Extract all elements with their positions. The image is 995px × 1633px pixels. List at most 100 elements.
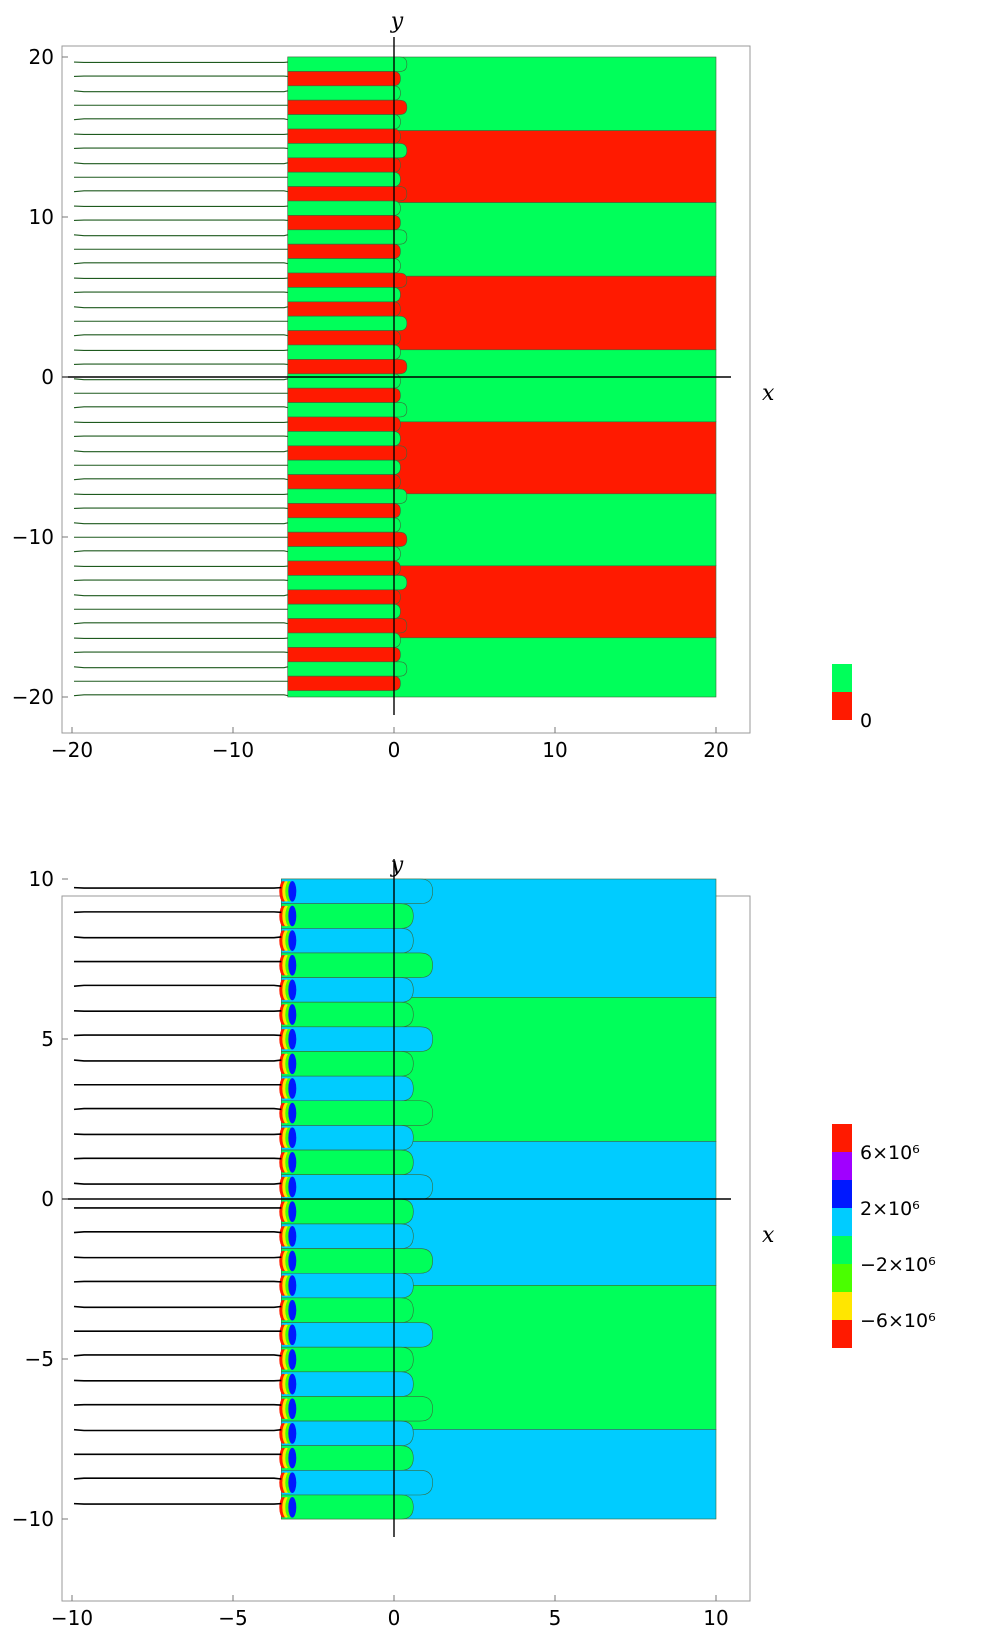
- y-tick-label: 0: [41, 365, 54, 389]
- legend-swatch: [832, 1152, 852, 1180]
- contour-finger: [287, 171, 401, 187]
- axes: [62, 37, 731, 715]
- ticks: −20 −10 0 10 20 −20 −10 0 10 20: [12, 45, 729, 762]
- contour-finger: [287, 387, 401, 403]
- y-tick-label: 10: [29, 867, 54, 891]
- contour-cap: [288, 1152, 297, 1173]
- contour-finger: [281, 952, 433, 978]
- left-contour-lines: [73, 886, 282, 1505]
- contour-finger: [287, 675, 401, 691]
- contour-finger: [281, 1396, 433, 1422]
- contour-line: [73, 1428, 282, 1432]
- x-tick-label: 0: [388, 1606, 401, 1630]
- contour-line: [73, 190, 288, 193]
- contour-finger: [287, 402, 408, 418]
- contour-finger: [287, 243, 401, 259]
- x-tick-label: −10: [51, 1606, 93, 1630]
- legend-label: 6×10⁶: [860, 1142, 920, 1164]
- contour-cap: [288, 1127, 297, 1149]
- contour-finger: [281, 1494, 414, 1520]
- legend-swatch: [832, 664, 852, 692]
- contour-cap: [288, 1496, 297, 1518]
- y-tick-label: 0: [41, 1187, 54, 1211]
- contour-line: [73, 334, 288, 337]
- contour-fingers-layer: [287, 56, 408, 691]
- contour-line: [73, 666, 288, 669]
- contour-line: [73, 262, 288, 265]
- contour-finger: [287, 301, 401, 317]
- contour-line: [73, 694, 288, 697]
- contour-finger: [287, 488, 408, 504]
- contour-finger: [281, 1248, 433, 1274]
- contour-finger: [281, 1174, 433, 1200]
- contour-line: [73, 622, 288, 625]
- contour-finger: [287, 575, 408, 591]
- contour-finger: [287, 344, 401, 360]
- contour-finger: [287, 143, 408, 159]
- legend-swatch: [832, 1208, 852, 1236]
- legend-label: 2×10⁶: [860, 1198, 920, 1220]
- contour-finger: [287, 330, 401, 346]
- contour-finger: [287, 517, 401, 533]
- contour-finger: [287, 200, 401, 216]
- contour-finger: [287, 56, 408, 72]
- legend-swatch: [832, 692, 852, 720]
- y-tick-label: −10: [12, 1507, 54, 1531]
- x-tick-label: 0: [388, 738, 401, 762]
- y-tick-label: 10: [29, 205, 54, 229]
- contour-finger: [281, 878, 433, 904]
- y-axis-label: y: [390, 853, 404, 878]
- x-tick-label: 5: [549, 1606, 562, 1630]
- legend-label: −2×10⁶: [860, 1254, 936, 1276]
- contour-cap: [288, 930, 297, 951]
- contour-finger: [287, 661, 408, 677]
- contour-finger: [281, 1026, 433, 1052]
- contour-finger: [287, 359, 408, 375]
- legend: 6×10⁶ 2×10⁶ −2×10⁶ −6×10⁶: [832, 1124, 936, 1348]
- contour-cap: [288, 1299, 297, 1321]
- contour-line: [73, 1305, 282, 1309]
- contour-cap: [288, 1398, 297, 1420]
- contour-line: [73, 406, 288, 409]
- x-tick-label: 10: [703, 1606, 728, 1630]
- contour-line: [73, 1477, 282, 1480]
- contour-line: [73, 1059, 282, 1062]
- contour-fingers-layer: [279, 878, 433, 1520]
- contour-finger: [287, 229, 408, 245]
- legend-label: −6×10⁶: [860, 1310, 936, 1332]
- contour-finger: [287, 99, 408, 115]
- x-tick-label: −20: [51, 738, 93, 762]
- contour-cap: [288, 1472, 297, 1494]
- contour-cap: [288, 1102, 297, 1124]
- contour-line: [73, 550, 288, 553]
- contour-line: [73, 450, 288, 453]
- contour-finger: [287, 71, 401, 87]
- contour-cap: [288, 1373, 297, 1395]
- y-tick-label: 20: [29, 45, 54, 69]
- contour-cap: [288, 1250, 297, 1272]
- contour-finger: [287, 258, 401, 274]
- contour-line: [73, 162, 288, 165]
- contour-line: [73, 1182, 282, 1185]
- contour-finger: [281, 1322, 433, 1348]
- contour-finger: [287, 474, 401, 490]
- ticks: −10 −5 0 5 10 −10 −5 0 5 10: [12, 867, 729, 1630]
- legend-swatch: [832, 1236, 852, 1264]
- contour-finger: [287, 560, 401, 576]
- contour-line: [73, 984, 282, 987]
- y-tick-label: −10: [12, 525, 54, 549]
- contour-finger: [287, 647, 401, 663]
- legend-swatch: [832, 1180, 852, 1208]
- contour-cap: [288, 1078, 297, 1099]
- contour-line: [73, 118, 288, 121]
- contour-line: [73, 1354, 282, 1357]
- contour-finger: [287, 315, 408, 331]
- contour-finger: [287, 546, 401, 562]
- contour-line: [73, 378, 288, 381]
- contour-finger: [287, 603, 401, 619]
- legend-swatch: [832, 1124, 852, 1152]
- contour-cap: [288, 1004, 297, 1025]
- x-tick-label: −5: [218, 1606, 247, 1630]
- bottom-contour-plot: −10 −5 0 5 10 −10 −5 0 5 10 x y 6×10⁶ 2×10⁶ −2×10⁶ −…: [12, 853, 936, 1630]
